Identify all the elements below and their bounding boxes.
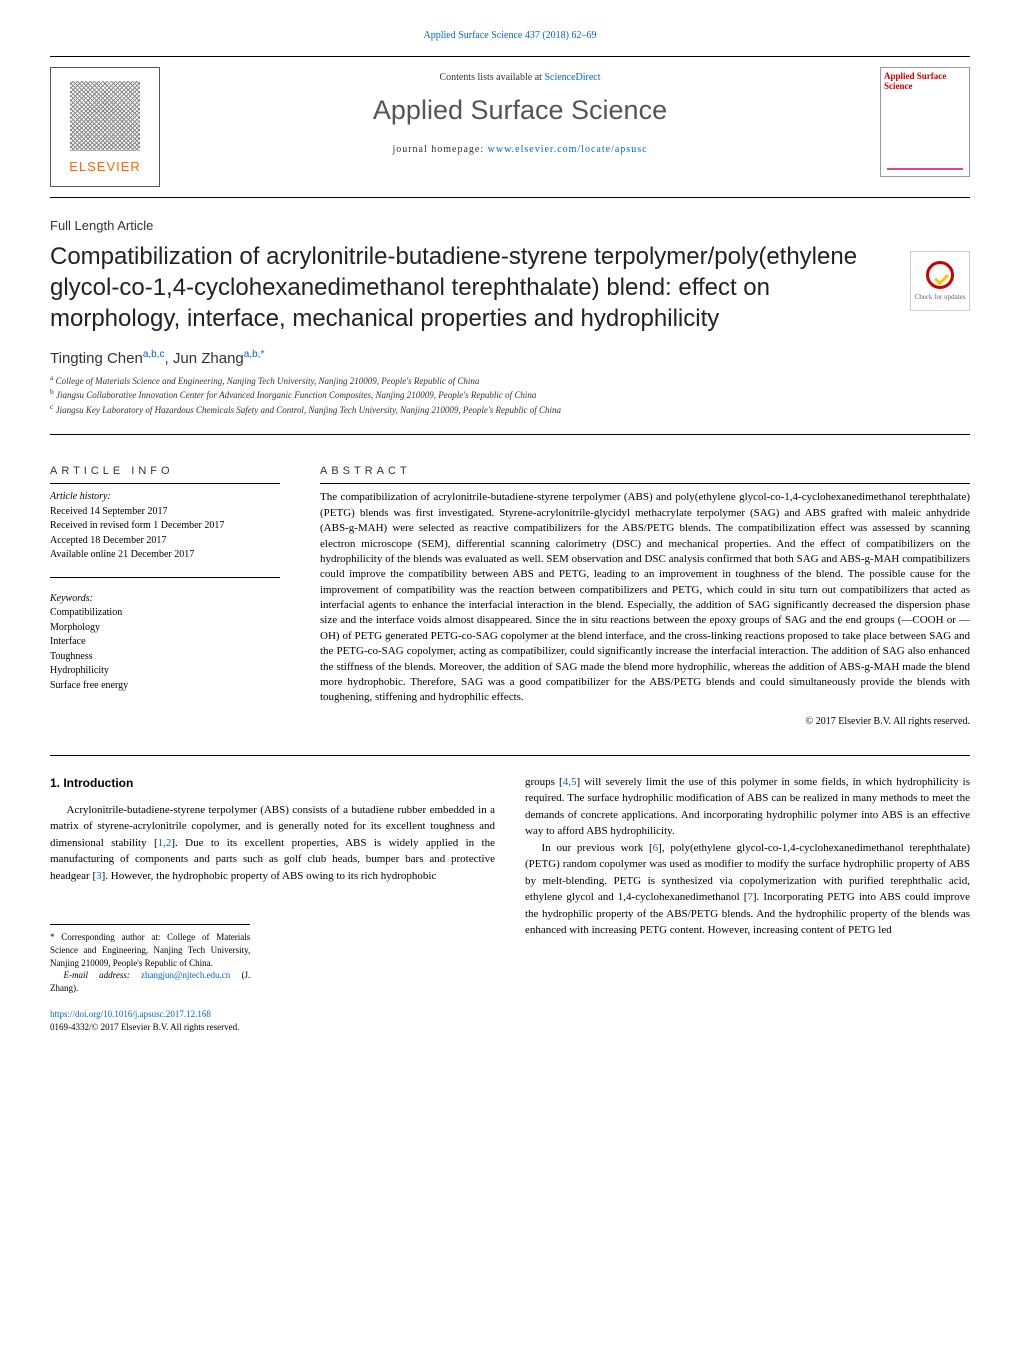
abstract-copyright: © 2017 Elsevier B.V. All rights reserved… — [320, 716, 970, 727]
keyword-6: Surface free energy — [50, 679, 280, 694]
received-date: Received 14 September 2017 — [50, 505, 280, 520]
homepage-prefix: journal homepage: — [392, 144, 487, 155]
doi-link[interactable]: https://doi.org/10.1016/j.apsusc.2017.12… — [50, 1009, 211, 1019]
title-row: Compatibilization of acrylonitrile-butad… — [50, 241, 970, 335]
keyword-2: Morphology — [50, 621, 280, 636]
ref-1-2[interactable]: 1,2 — [158, 837, 172, 849]
cover-wave-icon — [887, 140, 963, 170]
accepted-date: Accepted 18 December 2017 — [50, 534, 280, 549]
author-1-affil[interactable]: a,b,c — [143, 349, 165, 360]
header-citation[interactable]: Applied Surface Science 437 (2018) 62–69 — [50, 30, 970, 41]
journal-title: Applied Surface Science — [180, 95, 860, 126]
article-type: Full Length Article — [50, 218, 970, 233]
body-p1: Acrylonitrile-butadiene-styrene terpolym… — [50, 802, 495, 885]
abstract-heading: abstract — [320, 465, 970, 477]
crossmark-label: Check for updates — [915, 293, 966, 301]
keywords-block: Keywords: Compatibilization Morphology I… — [50, 592, 280, 694]
email-label: E-mail address: — [64, 970, 142, 980]
abstract-rule — [320, 483, 970, 484]
elsevier-name: ELSEVIER — [69, 159, 141, 174]
online-date: Available online 21 December 2017 — [50, 548, 280, 563]
p1c: ]. However, the hydrophobic property of … — [102, 870, 437, 882]
history-label: Article history: — [50, 490, 280, 505]
divider — [50, 434, 970, 435]
doi-block: https://doi.org/10.1016/j.apsusc.2017.12… — [50, 1008, 495, 1033]
affil-c-text: Jiangsu Key Laboratory of Hazardous Chem… — [56, 405, 561, 415]
keyword-3: Interface — [50, 635, 280, 650]
p2a: groups [ — [525, 776, 563, 788]
body-divider — [50, 755, 970, 756]
p3a: In our previous work [ — [542, 842, 653, 854]
body-p2: groups [4,5] will severely limit the use… — [525, 774, 970, 840]
info-rule — [50, 483, 280, 484]
abstract-text: The compatibilization of acrylonitrile-b… — [320, 490, 970, 705]
corresponding-footnote: * Corresponding author at: College of Ma… — [50, 924, 250, 994]
corresponding-star[interactable]: * — [260, 349, 264, 360]
contents-prefix: Contents lists available at — [439, 72, 544, 83]
masthead-center: Contents lists available at ScienceDirec… — [160, 67, 880, 160]
body-columns: 1. Introduction Acrylonitrile-butadiene-… — [50, 774, 970, 1034]
masthead: ELSEVIER Contents lists available at Sci… — [50, 56, 970, 198]
info-abstract-row: article info Article history: Received 1… — [50, 457, 970, 726]
article-history: Article history: Received 14 September 2… — [50, 490, 280, 563]
cover-title: Applied Surface Science — [884, 71, 966, 91]
crossmark-icon — [926, 261, 954, 289]
homepage-link[interactable]: www.elsevier.com/locate/apsusc — [488, 144, 648, 155]
keyword-5: Hydrophilicity — [50, 664, 280, 679]
author-1: Tingting Chen — [50, 350, 143, 367]
journal-cover-thumb[interactable]: Applied Surface Science — [880, 67, 970, 177]
author-2-affil[interactable]: a,b, — [244, 349, 261, 360]
revised-date: Received in revised form 1 December 2017 — [50, 519, 280, 534]
kw-rule — [50, 577, 280, 578]
author-sep: , — [165, 350, 173, 367]
affil-a-text: College of Materials Science and Enginee… — [56, 376, 480, 386]
crossmark-badge[interactable]: Check for updates — [910, 251, 970, 311]
article-title: Compatibilization of acrylonitrile-butad… — [50, 241, 880, 335]
sciencedirect-link[interactable]: ScienceDirect — [544, 72, 600, 83]
author-list: Tingting Chena,b,c, Jun Zhanga,b,* — [50, 349, 970, 367]
keyword-4: Toughness — [50, 650, 280, 665]
affil-b-text: Jiangsu Collaborative Innovation Center … — [56, 390, 536, 400]
elsevier-tree-icon — [70, 81, 140, 151]
info-heading: article info — [50, 465, 280, 477]
affiliation-a: a College of Materials Science and Engin… — [50, 373, 970, 388]
email-link[interactable]: zhangjun@njtech.edu.cn — [141, 970, 230, 980]
article-info-column: article info Article history: Received 1… — [50, 465, 280, 726]
contents-line: Contents lists available at ScienceDirec… — [180, 72, 860, 83]
affiliation-b: b Jiangsu Collaborative Innovation Cente… — [50, 387, 970, 402]
keywords-label: Keywords: — [50, 592, 280, 607]
body-p3: In our previous work [6], poly(ethylene … — [525, 840, 970, 939]
homepage-line: journal homepage: www.elsevier.com/locat… — [180, 144, 860, 155]
elsevier-logo[interactable]: ELSEVIER — [50, 67, 160, 187]
corr-text: Corresponding author at: College of Mate… — [50, 932, 250, 967]
abstract-column: abstract The compatibilization of acrylo… — [320, 465, 970, 726]
keyword-1: Compatibilization — [50, 606, 280, 621]
intro-heading: 1. Introduction — [50, 774, 495, 792]
affiliation-c: c Jiangsu Key Laboratory of Hazardous Ch… — [50, 402, 970, 417]
author-2: Jun Zhang — [173, 350, 244, 367]
ref-4-5[interactable]: 4,5 — [563, 776, 577, 788]
p2b: ] will severely limit the use of this po… — [525, 776, 970, 838]
issn-copyright: 0169-4332/© 2017 Elsevier B.V. All right… — [50, 1022, 239, 1032]
